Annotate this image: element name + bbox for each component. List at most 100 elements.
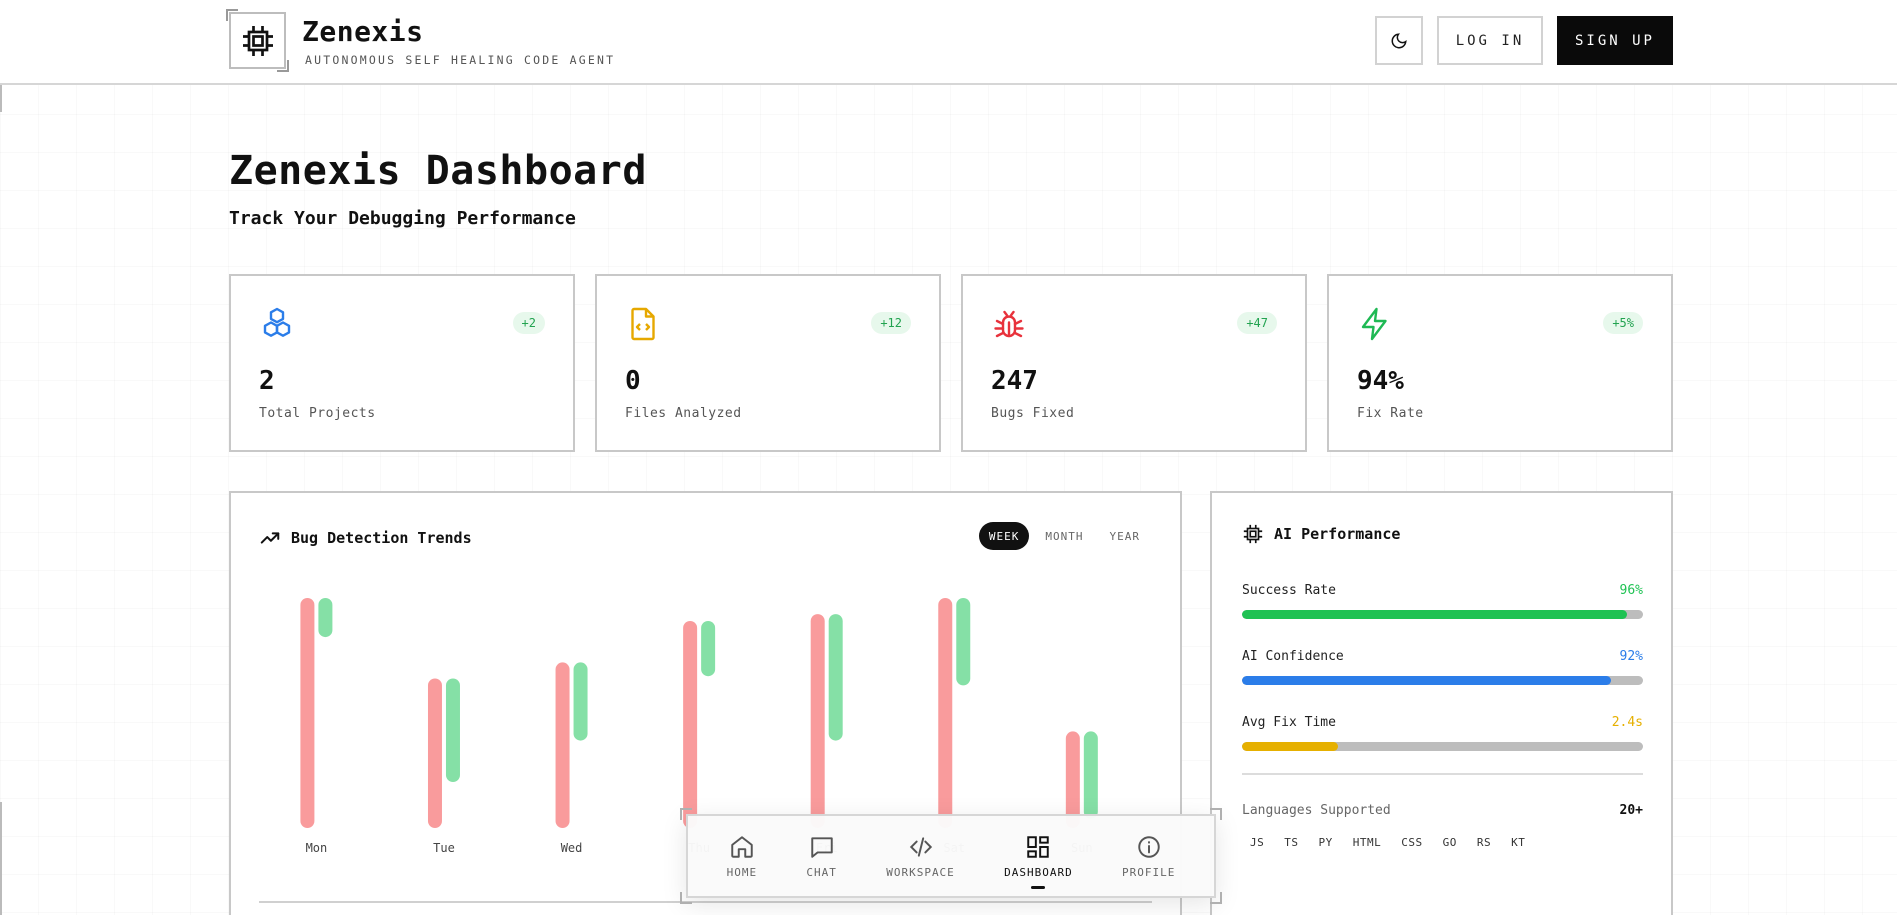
language-chip: GO [1442, 836, 1457, 849]
stat-badge: +2 [512, 312, 545, 334]
home-icon [731, 835, 753, 858]
brand-tagline: AUTONOMOUS SELF HEALING CODE AGENT [305, 53, 616, 67]
stat-badge: +5% [1603, 312, 1643, 334]
bottom-nav: HOME CHAT WORKSPACE DASHBOARD PROFILE [680, 808, 1222, 904]
chart-baseline [259, 901, 1152, 903]
bar-fri-series-1 [810, 614, 825, 828]
stat-label: Bugs Fixed [991, 406, 1075, 421]
info-icon [1137, 835, 1160, 858]
x-tick-label: Tue [433, 841, 455, 855]
cubes-icon [263, 307, 291, 337]
bug-trends-chart: MonTueWedThuFriSatSun [300, 598, 1098, 855]
nav-label: DASHBOARD [1004, 865, 1073, 879]
stat-badge: +12 [871, 312, 911, 334]
languages-label: Languages Supported [1242, 803, 1391, 818]
logo[interactable] [226, 9, 289, 72]
bar-sat-series-2 [956, 598, 971, 686]
brand-name: Zenexis [302, 15, 424, 48]
metric-track [1242, 742, 1643, 751]
active-indicator [1031, 885, 1046, 889]
nav-item-dashboard[interactable]: DASHBOARD [1004, 834, 1073, 889]
bar-thu-series-1 [683, 621, 698, 828]
bar-sun-series-1 [1065, 731, 1080, 828]
metric-ai-confidence: AI Confidence 92% [1242, 649, 1643, 685]
nav-label: HOME [726, 865, 758, 879]
stat-label: Fix Rate [1357, 406, 1424, 421]
code-icon [909, 836, 932, 857]
nav-item-chat[interactable]: CHAT [806, 834, 837, 879]
nav-corner [1210, 892, 1222, 904]
bar-tue-series-1 [427, 678, 442, 828]
left-edge-rule [0, 802, 2, 915]
metric-value: 92% [1619, 649, 1643, 664]
bar-sun-series-2 [1083, 731, 1098, 819]
login-button[interactable]: LOG IN [1437, 16, 1543, 65]
bar-mon-series-1 [300, 598, 315, 828]
metric-track [1242, 676, 1643, 685]
bar-wed-series-1 [555, 662, 570, 828]
nav-corner [680, 808, 692, 820]
stat-card-total-projects: +2 2 Total Projects [229, 274, 575, 452]
tab-year[interactable]: YEAR [1109, 529, 1140, 543]
tab-week[interactable]: WEEK [978, 522, 1030, 550]
x-tick-label: Wed [561, 841, 583, 855]
stat-card-fix-rate: +5% 94% Fix Rate [1327, 274, 1673, 452]
stat-label: Total Projects [259, 406, 376, 421]
nav-label: PROFILE [1121, 865, 1176, 879]
chip-icon [1243, 524, 1263, 544]
nav-item-home[interactable]: HOME [727, 834, 758, 879]
bar-thu-series-2 [701, 621, 716, 677]
file-code-icon [631, 307, 655, 341]
metric-label: Avg Fix Time [1242, 715, 1336, 730]
nav-corner [680, 892, 692, 904]
ai-performance-panel: AI Performance Success Rate 96% AI Confi… [1210, 491, 1673, 915]
metric-fill [1242, 676, 1611, 685]
metric-success-rate: Success Rate 96% [1242, 583, 1643, 619]
divider [1242, 773, 1643, 775]
chat-icon [810, 836, 833, 858]
nav-item-profile[interactable]: PROFILE [1122, 834, 1175, 879]
stat-value: 247 [991, 366, 1038, 396]
tab-month[interactable]: MONTH [1045, 529, 1084, 543]
language-chip: KT [1511, 836, 1526, 849]
bar-mon-series-2 [318, 598, 333, 638]
moon-icon [1391, 32, 1407, 48]
stat-badge: +47 [1237, 312, 1277, 334]
metric-fill [1242, 742, 1339, 751]
stat-value: 94% [1357, 366, 1404, 396]
signup-button[interactable]: SIGN UP [1557, 16, 1673, 65]
stat-card-files-analyzed: +12 0 Files Analyzed [595, 274, 941, 452]
stat-label: Files Analyzed [625, 406, 742, 421]
metric-value: 2.4s [1611, 715, 1643, 730]
language-chip: TS [1284, 836, 1299, 849]
bar-fri-series-2 [828, 614, 843, 741]
language-chip: CSS [1401, 836, 1423, 849]
metric-value: 96% [1619, 583, 1643, 598]
page-subtitle: Track Your Debugging Performance [229, 208, 576, 229]
metric-avg-fix-time: Avg Fix Time 2.4s [1242, 715, 1643, 751]
grid-icon [1027, 835, 1050, 858]
nav-corner [1210, 808, 1222, 820]
bar-tue-series-2 [445, 678, 460, 782]
metric-fill [1242, 610, 1627, 619]
bar-wed-series-2 [573, 662, 588, 741]
stat-value: 2 [259, 366, 275, 396]
bug-icon [994, 310, 1024, 338]
bar-sat-series-1 [938, 598, 953, 828]
range-tabs: WEEK MONTH YEAR [978, 522, 1150, 550]
nav-item-workspace[interactable]: WORKSPACE [886, 834, 955, 879]
languages-count: 20+ [1619, 803, 1643, 818]
language-chip: HTML [1352, 836, 1382, 849]
language-chip: PY [1318, 836, 1333, 849]
chart-title: Bug Detection Trends [291, 529, 472, 547]
trending-up-icon [260, 532, 280, 544]
metric-label: Success Rate [1242, 583, 1336, 598]
nav-label: WORKSPACE [886, 865, 955, 879]
theme-toggle-button[interactable] [1375, 16, 1423, 65]
stat-value: 0 [625, 366, 641, 396]
chip-icon [242, 25, 273, 56]
language-chip: RS [1476, 836, 1492, 849]
language-chip: JS [1250, 836, 1265, 849]
language-list: JS TS PY HTML CSS GO RS KT [1242, 833, 1533, 852]
stat-card-bugs-fixed: +47 247 Bugs Fixed [961, 274, 1307, 452]
